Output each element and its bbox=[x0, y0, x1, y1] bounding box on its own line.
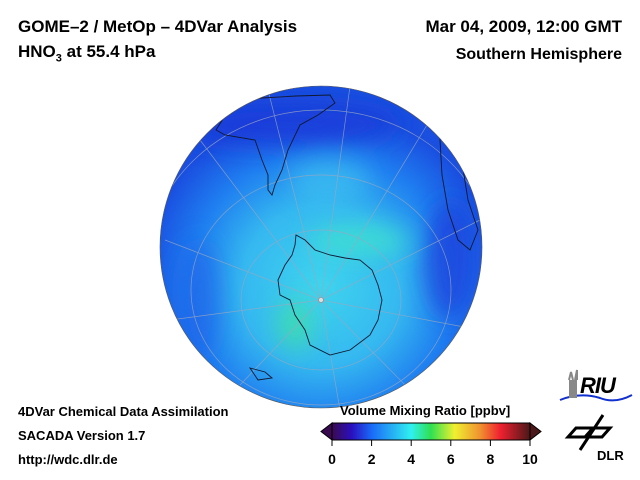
hemisphere: Southern Hemisphere bbox=[455, 46, 622, 63]
colorbar-tick: 6 bbox=[446, 451, 455, 467]
title: GOME–2 / MetOp – 4DVar Analysis bbox=[18, 17, 298, 36]
colorbar-label: Volume Mixing Ratio [ppbv] bbox=[340, 403, 511, 418]
species: HNO bbox=[18, 42, 56, 61]
globe bbox=[160, 86, 482, 408]
dlr-logo-graphic bbox=[564, 414, 614, 451]
colorbar-tick: 8 bbox=[486, 451, 495, 467]
footer-line-2: SACADA Version 1.7 bbox=[18, 428, 146, 443]
riu-logo-graphic bbox=[559, 369, 633, 402]
species-subscript: 3 bbox=[55, 52, 62, 65]
footer-url[interactable]: http://wdc.dlr.de bbox=[18, 452, 118, 467]
date-time: Mar 04, 2009, 12:00 GMT bbox=[425, 17, 622, 36]
colorbar-tick: 4 bbox=[407, 451, 416, 467]
south-pole-marker bbox=[318, 297, 324, 303]
colorbar bbox=[320, 421, 542, 446]
graticule bbox=[160, 86, 482, 408]
pressure-level: at 55.4 hPa bbox=[61, 42, 156, 61]
colorbar-tick: 10 bbox=[522, 451, 538, 467]
subtitle-species: HNO3 at 55.4 hPa bbox=[18, 42, 155, 64]
colorbar-tick: 0 bbox=[328, 451, 336, 467]
colorbar-tick: 2 bbox=[367, 451, 376, 467]
coastlines bbox=[215, 94, 479, 381]
dlr-logo: DLR bbox=[597, 448, 624, 463]
riu-logo: RIU bbox=[580, 373, 616, 398]
footer-line-1: 4DVar Chemical Data Assimilation bbox=[18, 404, 229, 419]
